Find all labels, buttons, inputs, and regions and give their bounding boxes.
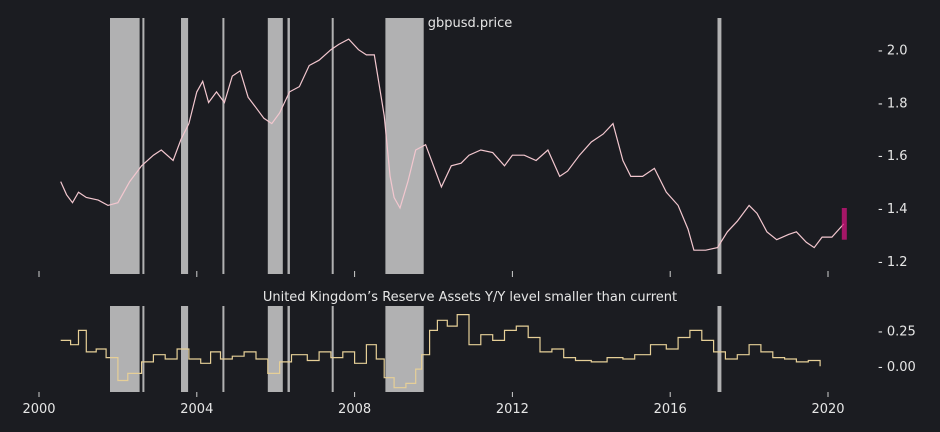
x-tick-label-0: 2000 <box>22 402 55 417</box>
shaded-period-1-panel-0 <box>142 18 145 274</box>
chart-title-price: gbpusd.price <box>428 16 513 31</box>
y-tick-label-1-1: - 0.25 <box>878 324 916 339</box>
y-tick-label-1-0: - 0.00 <box>878 360 916 375</box>
shaded-period-3-panel-1 <box>222 306 225 392</box>
shaded-period-7-panel-1 <box>385 306 424 392</box>
shaded-period-4-panel-1 <box>267 306 283 392</box>
series-lines <box>60 38 847 389</box>
chart-title-reserves: United Kingdom’s Reserve Assets Y/Y leve… <box>263 290 677 305</box>
shaded-period-6-panel-0 <box>331 18 334 274</box>
x-tick-label-1: 2004 <box>180 402 213 417</box>
series-line-1-0 <box>60 314 821 389</box>
shaded-period-8-panel-0 <box>717 18 722 274</box>
shaded-period-8-panel-1 <box>717 306 722 392</box>
y-tick-label-0-2: - 1.6 <box>878 149 908 164</box>
x-tick-label-5: 2020 <box>811 402 844 417</box>
shaded-period-2-panel-0 <box>181 18 189 274</box>
y-tick-label-0-4: - 2.0 <box>878 44 908 59</box>
shaded-period-3-panel-0 <box>222 18 225 274</box>
shaded-period-1-panel-1 <box>142 306 145 392</box>
series-line-0-0 <box>60 38 845 251</box>
shaded-period-5-panel-0 <box>287 18 290 274</box>
x-tick-label-3: 2012 <box>496 402 529 417</box>
axes: - 1.2 - 1.4 - 1.6 - 1.8 - 2.0 - 0.00 - 0.25 200… <box>22 44 915 417</box>
shaded-period-4-panel-0 <box>267 18 283 274</box>
y-tick-label-0-0: - 1.2 <box>878 255 908 270</box>
shaded-period-7-panel-0 <box>385 18 424 274</box>
latest-range-marker <box>841 208 847 240</box>
shaded-period-0-panel-1 <box>110 306 140 392</box>
shaded-period-6-panel-1 <box>331 306 334 392</box>
shaded-period-0-panel-0 <box>110 18 140 274</box>
x-tick-label-2: 2008 <box>338 402 371 417</box>
y-tick-label-0-1: - 1.4 <box>878 202 908 217</box>
x-tick-label-4: 2016 <box>654 402 687 417</box>
y-tick-label-0-3: - 1.8 <box>878 97 908 112</box>
shaded-period-5-panel-1 <box>287 306 290 392</box>
